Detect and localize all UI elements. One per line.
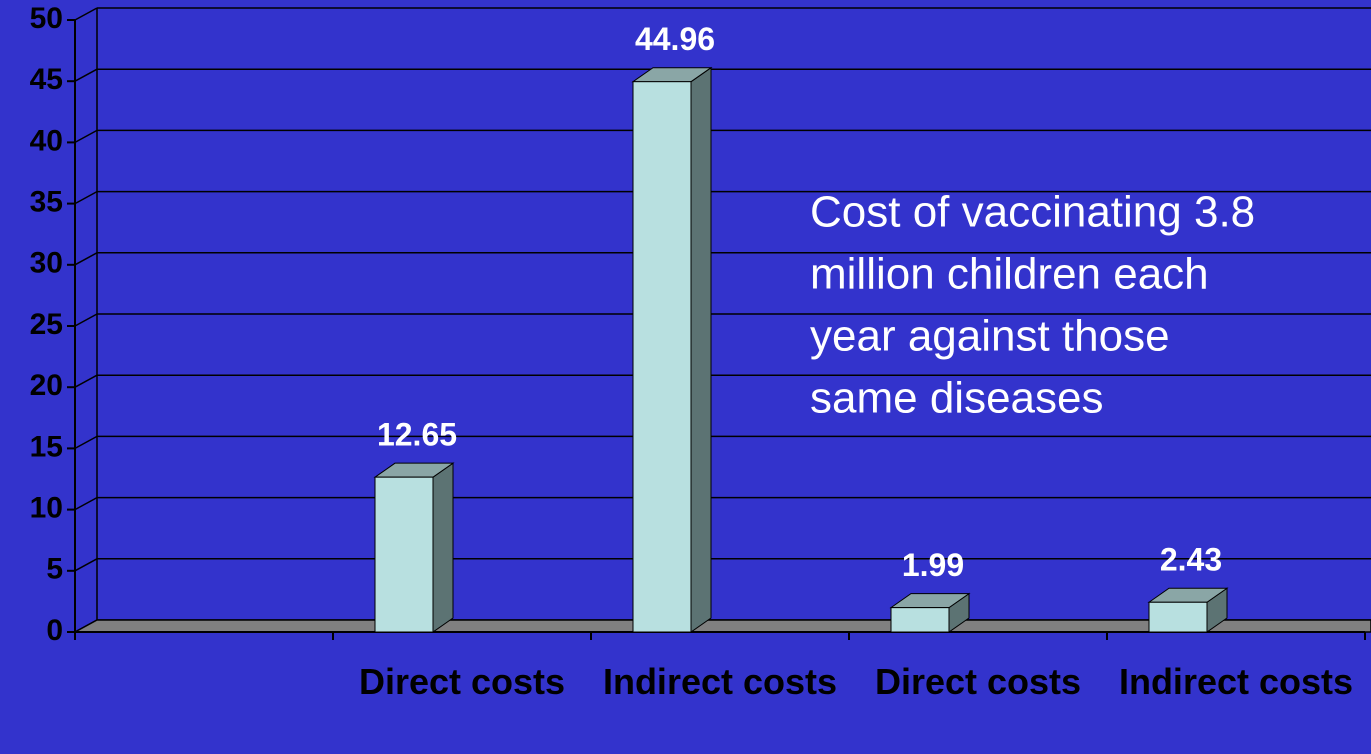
bar-side [690,66,712,633]
bar [632,81,692,633]
annotation: Cost of vaccinating 3.8 [810,188,1255,237]
y-tick-label: 0 [46,614,63,647]
y-tick-label: 35 [30,186,63,219]
grid-diag [74,7,98,21]
y-tick-label: 30 [30,247,63,280]
x-tick-label-box: Direct costs [358,661,566,702]
grid-diag [74,496,98,511]
grid-diag [74,252,98,266]
annotation: million children each [810,250,1209,299]
grid-diag [74,435,98,450]
bar [374,476,434,633]
y-tick-label: 25 [30,308,63,341]
bar [890,607,950,633]
y-tick-label: 40 [30,124,63,157]
annotation: year against those [810,312,1170,361]
value-label: 2.43 [1160,542,1222,578]
y-tick-label: 20 [30,369,63,402]
x-tick-label-box: Indirect costs [602,661,838,702]
bar [1148,601,1208,633]
y-tick-label: 15 [30,430,63,463]
x-tick-label: Indirect costs [602,661,838,702]
y-tick-label: 10 [30,492,63,525]
grid-diag [74,190,98,205]
y-tick-label: 45 [30,63,63,96]
value-label: 12.65 [377,417,457,453]
grid-diag [74,313,98,327]
x-tick-label: Indirect costs [1118,661,1354,702]
x-tick-label-box: Indirect costs [1118,661,1354,702]
grid-diag [74,129,98,144]
y-tick-label: 5 [46,553,63,586]
grid-diag [74,374,98,388]
bar-side [432,462,454,633]
x-tick-label-box: Direct costs [874,661,1082,702]
y-tick-label: 50 [30,2,63,35]
value-label: 44.96 [635,21,715,57]
value-label: 1.99 [902,547,964,583]
grid-diag [74,68,98,82]
grid-diag [74,558,98,572]
annotation: same diseases [810,374,1103,423]
x-tick-label: Direct costs [874,661,1082,702]
x-tick-label: Direct costs [358,661,566,702]
